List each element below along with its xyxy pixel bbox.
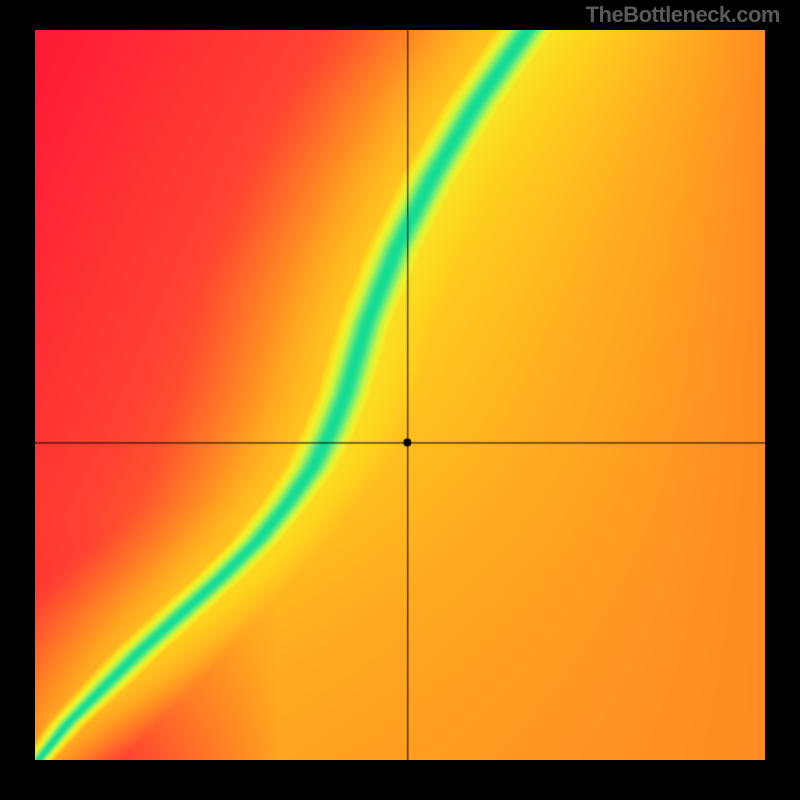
watermark-text: TheBottleneck.com bbox=[586, 2, 780, 28]
bottleneck-heatmap bbox=[35, 30, 765, 760]
chart-container: TheBottleneck.com bbox=[0, 0, 800, 800]
